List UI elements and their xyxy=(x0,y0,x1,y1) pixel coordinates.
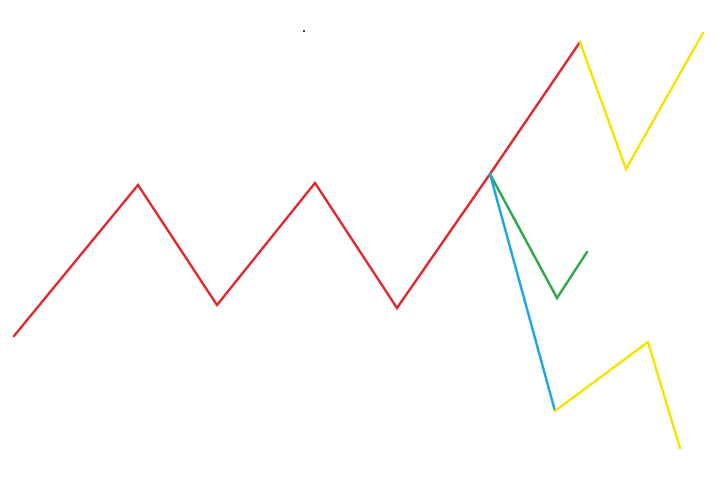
upper-yellow-branch xyxy=(578,31,705,172)
green-branch xyxy=(488,172,589,301)
blue-branch xyxy=(488,172,557,413)
small-dot-marker xyxy=(303,30,305,32)
lower-yellow-branch xyxy=(553,339,682,450)
